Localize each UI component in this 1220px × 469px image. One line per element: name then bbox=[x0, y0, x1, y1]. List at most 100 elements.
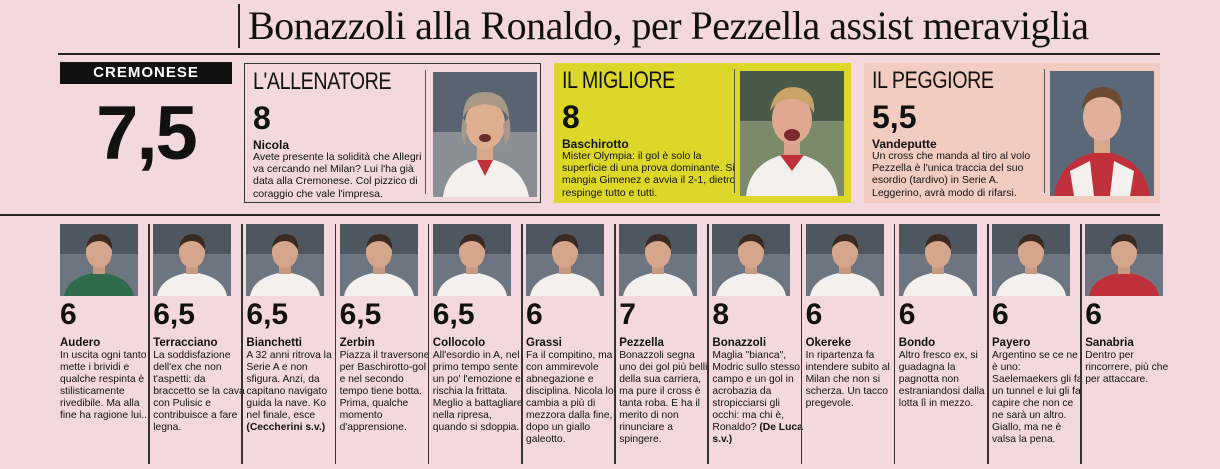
player-comment-text: Altro fresco ex, si guadagna la pagnotta… bbox=[898, 350, 985, 409]
player-name: Sanabria bbox=[1085, 337, 1134, 349]
player-grade: 6 bbox=[526, 298, 543, 331]
headline: Bonazzoli alla Ronaldo, per Pezzella ass… bbox=[248, 3, 1089, 48]
team-box: CREMONESE 7,5 bbox=[60, 62, 232, 202]
player-separator bbox=[1080, 224, 1082, 464]
coach-card: L'ALLENATORE 8 Nicola Avete presente la … bbox=[244, 63, 541, 203]
player-name: Bianchetti bbox=[246, 337, 302, 349]
coach-photo bbox=[433, 72, 537, 197]
player-comment-text: La soddisfazione dell'ex che non t'aspet… bbox=[153, 350, 245, 433]
best-separator bbox=[734, 69, 735, 193]
headline-area: Bonazzoli alla Ronaldo, per Pezzella ass… bbox=[0, 0, 1220, 56]
player-comment-text: All'esordio in A, nel primo tempo sente … bbox=[432, 350, 523, 433]
player-photo bbox=[60, 224, 138, 296]
player-photo bbox=[805, 224, 884, 296]
player-name: Collocolo bbox=[432, 337, 486, 349]
player-separator bbox=[893, 224, 896, 464]
player-comment: A 32 anni ritrova la Serie A e non sfigu… bbox=[246, 350, 340, 434]
player-card: 6,5 Bianchetti A 32 anni ritrova la Serie … bbox=[241, 222, 340, 467]
coach-grade: 8 bbox=[253, 100, 271, 136]
player-card: 6 Audero In uscita ogni tanto mette i briv… bbox=[60, 222, 154, 467]
player-comment-text: Bonazzoli segna uno dei gol più belli de… bbox=[619, 350, 708, 445]
player-card: 6,5 Zerbin Piazza il traversone per Baschi… bbox=[334, 222, 434, 467]
player-comment: Bonazzoli segna uno dei gol più belli de… bbox=[619, 350, 713, 446]
worst-grade: 5,5 bbox=[872, 99, 917, 135]
player-name: Grassi bbox=[526, 337, 562, 349]
player-name: Pezzella bbox=[619, 337, 664, 349]
player-separator bbox=[614, 224, 616, 464]
player-comment-text: Maglia "bianca", Modric sullo stesso cam… bbox=[712, 350, 800, 433]
player-card: 6,5 Collocolo All'esordio in A, nel primo … bbox=[427, 222, 527, 467]
worst-separator bbox=[1044, 69, 1045, 193]
player-substitute: (De Luca s.v.) bbox=[712, 422, 803, 445]
player-grade: 6 bbox=[898, 298, 916, 331]
player-card: 6 Okereke In ripartenza fa intendere subit… bbox=[800, 222, 900, 467]
player-substitute: (Ceccherini s.v.) bbox=[246, 422, 326, 433]
player-name: Okereke bbox=[805, 337, 851, 349]
player-grade: 7 bbox=[619, 298, 636, 331]
player-comment-text: Argentino se ce ne è uno: Saelemaekers g… bbox=[992, 350, 1083, 445]
player-name: Zerbin bbox=[339, 337, 375, 349]
player-name: Terracciano bbox=[153, 337, 218, 349]
best-card: IL MIGLIORE 8 Baschirotto Mister Olympia… bbox=[554, 63, 851, 203]
player-card: 6 Sanabria Dentro per rincorrere, più che … bbox=[1080, 222, 1179, 467]
player-grade: 6,5 bbox=[339, 298, 382, 331]
player-comment: Dentro per rincorrere, più che per attac… bbox=[1085, 350, 1179, 386]
player-comment: Fa il compitino, ma con ammirevole abneg… bbox=[526, 350, 620, 446]
player-comment: In uscita ogni tanto mette i brividi e q… bbox=[60, 350, 154, 422]
player-name: Bonazzoli bbox=[712, 337, 767, 349]
player-separator bbox=[800, 224, 803, 464]
coach-label: L'ALLENATORE bbox=[253, 68, 392, 95]
player-grade: 6,5 bbox=[432, 298, 475, 331]
player-comment: In ripartenza fa intendere subito al Mil… bbox=[806, 350, 900, 410]
player-separator bbox=[427, 224, 430, 464]
player-card: 6 Bondo Altro fresco ex, si guadagna la pa… bbox=[893, 222, 993, 467]
player-comment-text: Fa il compitino, ma con ammirevole abneg… bbox=[526, 350, 614, 445]
team-grade: 7,5 bbox=[96, 91, 198, 176]
player-photo bbox=[898, 224, 977, 296]
player-photo bbox=[432, 224, 511, 296]
player-separator bbox=[241, 224, 243, 464]
player-photo bbox=[992, 224, 1070, 296]
worst-label: IL PEGGIORE bbox=[872, 67, 994, 94]
team-name: CREMONESE bbox=[60, 62, 232, 84]
player-name: Payero bbox=[992, 337, 1031, 349]
player-comment: All'esordio in A, nel primo tempo sente … bbox=[433, 350, 527, 434]
player-separator bbox=[987, 224, 989, 464]
player-grade: 6 bbox=[805, 298, 823, 331]
player-card: 6 Grassi Fa il compitino, ma con ammirevol… bbox=[521, 222, 620, 467]
player-comment-text: Dentro per rincorrere, più che per attac… bbox=[1085, 350, 1169, 385]
player-grade: 6 bbox=[1085, 298, 1102, 331]
player-card: 7 Pezzella Bonazzoli segna uno dei gol più… bbox=[614, 222, 713, 467]
coach-separator bbox=[425, 70, 426, 194]
player-grade: 6,5 bbox=[246, 298, 289, 331]
worst-name: Vandeputte bbox=[872, 137, 937, 151]
coach-name: Nicola bbox=[253, 138, 290, 152]
best-label: IL MIGLIORE bbox=[562, 67, 675, 94]
best-photo bbox=[740, 71, 844, 196]
player-photo bbox=[339, 224, 418, 296]
player-comment: La soddisfazione dell'ex che non t'aspet… bbox=[153, 350, 247, 434]
player-photo bbox=[246, 224, 325, 296]
player-comment: Maglia "bianca", Modric sullo stesso cam… bbox=[712, 350, 806, 446]
player-comment-text: In uscita ogni tanto mette i brividi e q… bbox=[60, 350, 150, 421]
best-name: Baschirotto bbox=[562, 137, 629, 151]
player-comment-text: In ripartenza fa intendere subito al Mil… bbox=[805, 350, 890, 409]
player-name: Audero bbox=[60, 337, 101, 349]
worst-photo bbox=[1050, 71, 1154, 196]
player-grade: 6,5 bbox=[153, 298, 195, 331]
worst-text: Un cross che manda al tiro al volo Pezze… bbox=[872, 150, 1031, 199]
player-card: 6 Payero Argentino se ce ne è uno: Saelema… bbox=[987, 222, 1086, 467]
player-comment-text: A 32 anni ritrova la Serie A e non sfigu… bbox=[246, 350, 332, 421]
player-comment: Altro fresco ex, si guadagna la pagnotta… bbox=[899, 350, 993, 410]
worst-card: IL PEGGIORE 5,5 Vandeputte Un cross che … bbox=[864, 63, 1160, 203]
player-name: Bondo bbox=[898, 337, 936, 349]
divider-top bbox=[58, 53, 1160, 55]
player-comment: Piazza il traversone per Baschirotto-gol… bbox=[340, 350, 434, 434]
player-grade: 6 bbox=[60, 298, 77, 331]
best-text: Mister Olympia: il gol è solo la superfi… bbox=[562, 150, 736, 199]
player-photo bbox=[1085, 224, 1164, 296]
player-comment: Argentino se ce ne è uno: Saelemaekers g… bbox=[992, 350, 1086, 446]
divider-middle bbox=[0, 214, 1160, 216]
player-photo bbox=[619, 224, 698, 296]
player-photo bbox=[153, 224, 232, 296]
